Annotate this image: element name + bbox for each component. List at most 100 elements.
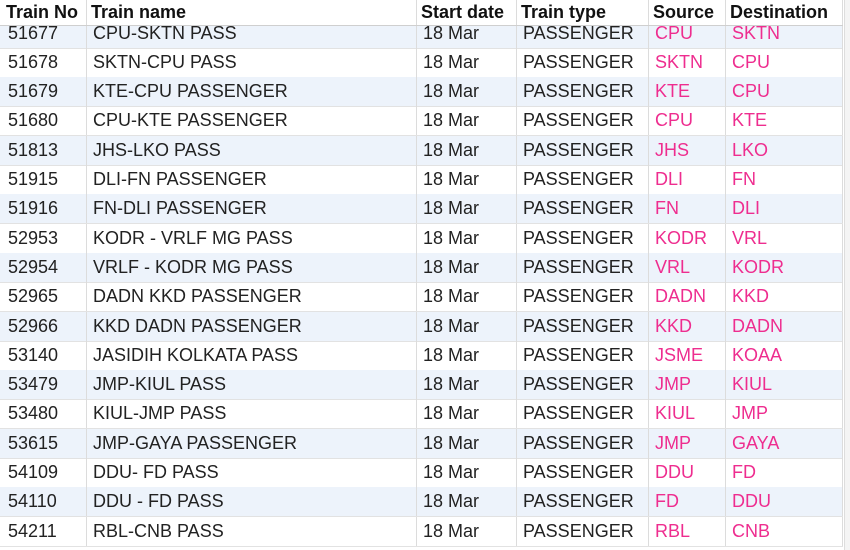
start-date-cell: 18 Mar [417,516,517,546]
table-row[interactable]: 52953 KODR - VRLF MG PASS 18 Mar PASSENGER K… [0,223,843,254]
table-row[interactable]: 51680 CPU-KTE PASSENGER 18 Mar PASSENGER CPU… [0,106,843,137]
train-type-cell: PASSENGER [517,340,649,370]
destination-cell: SKTN [726,18,843,48]
train-name-cell: KTE-CPU PASSENGER [87,77,417,107]
start-date-cell: 18 Mar [417,340,517,370]
train-type-cell: PASSENGER [517,194,649,224]
table-row[interactable]: 52965 DADN KKD PASSENGER 18 Mar PASSENGER DA… [0,282,843,313]
train-no-cell: 51677 [2,18,87,48]
train-type-cell: PASSENGER [517,252,649,282]
scrollbar[interactable] [844,0,850,550]
table-row[interactable]: 53480 KIUL-JMP PASS 18 Mar PASSENGER KIUL JMP [0,399,843,430]
train-type-cell: PASSENGER [517,399,649,429]
table-row[interactable]: 52966 KKD DADN PASSENGER 18 Mar PASSENGER KK… [0,311,843,342]
train-type-cell: PASSENGER [517,487,649,517]
table-row[interactable]: 52954 VRLF - KODR MG PASS 18 Mar PASSENGER V… [0,252,843,283]
start-date-cell: 18 Mar [417,135,517,165]
start-date-cell: 18 Mar [417,487,517,517]
column-header[interactable]: Start date [417,0,517,25]
source-cell: DDU [649,458,726,487]
train-name-cell: DLI-FN PASSENGER [87,165,417,194]
train-no-cell: 53480 [2,399,87,429]
train-name-cell: VRLF - KODR MG PASS [87,252,417,282]
train-no-cell: 53479 [2,370,87,400]
train-no-cell: 51916 [2,194,87,224]
train-name-cell: DDU- FD PASS [87,458,417,487]
train-name-cell: CPU-KTE PASSENGER [87,106,417,136]
destination-cell: CPU [726,77,843,107]
train-name-cell: DDU - FD PASS [87,487,417,517]
destination-cell: VRL [726,223,843,253]
train-no-cell: 54109 [2,458,87,487]
train-type-cell: PASSENGER [517,165,649,194]
source-cell: FD [649,487,726,517]
start-date-cell: 18 Mar [417,311,517,341]
source-cell: FN [649,194,726,224]
column-header[interactable]: Source [649,0,726,25]
start-date-cell: 18 Mar [417,18,517,48]
train-no-cell: 51678 [2,47,87,77]
train-type-cell: PASSENGER [517,135,649,165]
destination-cell: LKO [726,135,843,165]
train-no-cell: 52965 [2,282,87,312]
start-date-cell: 18 Mar [417,458,517,487]
column-header[interactable]: Train type [517,0,649,25]
start-date-cell: 18 Mar [417,252,517,282]
column-header[interactable]: Train name [87,0,417,25]
start-date-cell: 18 Mar [417,370,517,400]
table-row[interactable]: 51813 JHS-LKO PASS 18 Mar PASSENGER JHS LKO [0,135,843,166]
start-date-cell: 18 Mar [417,106,517,136]
table-row[interactable]: 53479 JMP-KIUL PASS 18 Mar PASSENGER JMP KIUL [0,370,843,401]
column-header[interactable]: Destination [726,0,843,25]
destination-cell: FD [726,458,843,487]
column-header[interactable]: Train No [2,0,87,25]
source-cell: DLI [649,165,726,194]
train-no-cell: 51813 [2,135,87,165]
train-name-cell: RBL-CNB PASS [87,516,417,546]
table-row[interactable]: 54110 DDU - FD PASS 18 Mar PASSENGER FD DDU [0,487,843,518]
train-type-cell: PASSENGER [517,516,649,546]
source-cell: CPU [649,18,726,48]
source-cell: JMP [649,428,726,458]
source-cell: KKD [649,311,726,341]
start-date-cell: 18 Mar [417,282,517,312]
destination-cell: CNB [726,516,843,546]
start-date-cell: 18 Mar [417,399,517,429]
table-header: Train No Train name Start date Train type So… [0,0,843,26]
train-no-cell: 51915 [2,165,87,194]
destination-cell: DADN [726,311,843,341]
train-name-cell: JHS-LKO PASS [87,135,417,165]
table-row[interactable]: 51915 DLI-FN PASSENGER 18 Mar PASSENGER DLI F… [0,165,843,195]
train-type-cell: PASSENGER [517,47,649,77]
table-row[interactable]: 51679 KTE-CPU PASSENGER 18 Mar PASSENGER KTE… [0,77,843,108]
train-type-cell: PASSENGER [517,282,649,312]
table-row[interactable]: 53615 JMP-GAYA PASSENGER 18 Mar PASSENGER JM… [0,428,843,459]
table-row[interactable]: 51916 FN-DLI PASSENGER 18 Mar PASSENGER FN DL… [0,194,843,225]
start-date-cell: 18 Mar [417,165,517,194]
source-cell: JSME [649,340,726,370]
destination-cell: FN [726,165,843,194]
source-cell: KTE [649,77,726,107]
destination-cell: DDU [726,487,843,517]
train-name-cell: SKTN-CPU PASS [87,47,417,77]
table-row[interactable]: 54109 DDU- FD PASS 18 Mar PASSENGER DDU FD [0,458,843,488]
destination-cell: CPU [726,47,843,77]
table-row[interactable]: 51678 SKTN-CPU PASS 18 Mar PASSENGER SKTN CPU [0,47,843,78]
train-name-cell: JMP-KIUL PASS [87,370,417,400]
train-name-cell: FN-DLI PASSENGER [87,194,417,224]
train-no-cell: 54110 [2,487,87,517]
destination-cell: DLI [726,194,843,224]
train-name-cell: JASIDIH KOLKATA PASS [87,340,417,370]
train-type-cell: PASSENGER [517,106,649,136]
table-row[interactable]: 53140 JASIDIH KOLKATA PASS 18 Mar PASSENGER… [0,340,843,371]
train-name-cell: KIUL-JMP PASS [87,399,417,429]
train-type-cell: PASSENGER [517,458,649,487]
train-name-cell: KKD DADN PASSENGER [87,311,417,341]
train-type-cell: PASSENGER [517,223,649,253]
destination-cell: KOAA [726,340,843,370]
destination-cell: KTE [726,106,843,136]
train-no-cell: 51679 [2,77,87,107]
train-no-cell: 53615 [2,428,87,458]
table-row[interactable]: 54211 RBL-CNB PASS 18 Mar PASSENGER RBL CNB [0,516,843,547]
